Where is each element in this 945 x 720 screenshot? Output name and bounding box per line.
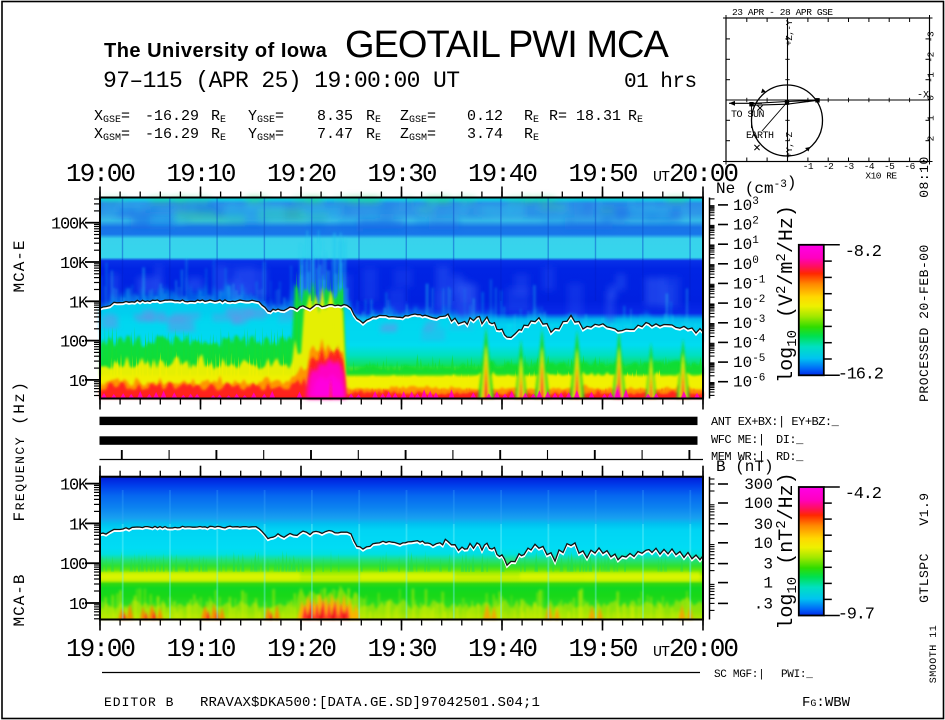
- svg-text:10: 10: [754, 535, 773, 553]
- svg-text:300: 300: [744, 476, 773, 494]
- svg-text:10: 10: [69, 596, 88, 615]
- svg-text:19:50: 19:50: [568, 634, 636, 664]
- svg-text:19:40: 19:40: [468, 159, 536, 189]
- svg-text:19:20: 19:20: [267, 159, 335, 189]
- svg-text:19:10: 19:10: [166, 159, 234, 189]
- svg-text:01 hrs: 01 hrs: [624, 71, 697, 94]
- svg-text:FREQUENCY (Hz): FREQUENCY (Hz): [11, 380, 29, 521]
- svg-text:RRAVAX$DKA500:[DATA.GE.SD]9704: RRAVAX$DKA500:[DATA.GE.SD]97042501.S04;1: [200, 695, 540, 711]
- svg-text:-6: -6: [904, 161, 915, 172]
- svg-text:ANT EX+BX:| EY+BZ:_: ANT EX+BX:| EY+BZ:_: [711, 415, 840, 429]
- svg-text:08:10: 08:10: [917, 156, 932, 198]
- svg-text:B (nT): B (nT): [716, 458, 774, 476]
- svg-text:RD:_: RD:_: [776, 450, 804, 464]
- svg-text:SMOOTH 11: SMOOTH 11: [929, 625, 940, 684]
- svg-text:-3: -3: [926, 31, 937, 42]
- svg-text:SC MGF:|: SC MGF:|: [714, 669, 764, 681]
- svg-text:20:00: 20:00: [669, 159, 737, 189]
- svg-text:+Y,-Z: +Y,-Z: [785, 131, 795, 157]
- svg-text:-1: -1: [926, 72, 937, 83]
- svg-text:1: 1: [926, 115, 937, 121]
- svg-text:0.12: 0.12: [467, 108, 503, 125]
- svg-text:20:00: 20:00: [669, 634, 737, 664]
- svg-text:7.47: 7.47: [317, 126, 353, 143]
- svg-text:WFC ME:|: WFC ME:|: [711, 433, 765, 447]
- svg-text:+Z,-Y: +Z,-Y: [785, 19, 795, 45]
- svg-text:-4: -4: [864, 161, 875, 172]
- svg-text:19:40: 19:40: [468, 634, 536, 664]
- svg-text:GEOTAIL PWI MCA: GEOTAIL PWI MCA: [345, 24, 669, 66]
- svg-text:100K: 100K: [51, 216, 89, 235]
- svg-text:MCA-B: MCA-B: [11, 573, 29, 626]
- svg-text:-X: -X: [917, 91, 929, 102]
- svg-text:PWI:_: PWI:_: [781, 669, 813, 681]
- svg-text:EDITOR B: EDITOR B: [104, 695, 174, 710]
- svg-text:19:30: 19:30: [367, 159, 435, 189]
- svg-text:-16.29: -16.29: [145, 126, 199, 143]
- svg-text:FG:WBW: FG:WBW: [802, 695, 851, 711]
- svg-text:8.35: 8.35: [317, 108, 353, 125]
- svg-text:UT: UT: [653, 169, 670, 186]
- svg-text:.3: .3: [754, 595, 773, 613]
- svg-text:1K: 1K: [69, 294, 89, 313]
- svg-text:1K: 1K: [69, 516, 89, 535]
- svg-text:ZGSM=: ZGSM=: [400, 126, 436, 144]
- svg-text:DI:_: DI:_: [776, 433, 804, 447]
- svg-text:MEM WR:|: MEM WR:|: [711, 450, 765, 464]
- svg-text:The University of Iowa: The University of Iowa: [104, 40, 328, 62]
- svg-text:GTLSPC: GTLSPC: [917, 553, 932, 603]
- svg-text:YGSE=: YGSE=: [248, 108, 284, 126]
- svg-text:MCA-E: MCA-E: [11, 239, 29, 292]
- svg-text:2: 2: [926, 135, 937, 141]
- svg-text:100: 100: [744, 495, 773, 513]
- svg-text:3.74: 3.74: [467, 126, 503, 143]
- svg-text:UT: UT: [653, 644, 670, 661]
- svg-text:10: 10: [69, 373, 88, 392]
- svg-text:19:30: 19:30: [367, 634, 435, 664]
- svg-text:10K: 10K: [60, 477, 89, 496]
- svg-text:EARTH: EARTH: [746, 131, 774, 142]
- svg-text:1: 1: [763, 575, 773, 593]
- svg-text:PROCESSED 20-FEB-00: PROCESSED 20-FEB-00: [917, 244, 932, 402]
- svg-text:30: 30: [754, 516, 773, 534]
- svg-text:V1.9: V1.9: [917, 492, 932, 525]
- svg-text:ZGSE=: ZGSE=: [400, 108, 436, 126]
- svg-text:100: 100: [60, 334, 88, 353]
- svg-text:-2: -2: [926, 51, 937, 62]
- svg-text:-5: -5: [884, 161, 895, 172]
- svg-text:3: 3: [763, 556, 773, 574]
- svg-text:-9.7: -9.7: [838, 606, 874, 625]
- svg-text:XGSM=: XGSM=: [94, 126, 130, 144]
- svg-text:-3: -3: [843, 161, 854, 172]
- svg-text:23 APR - 28 APR GSE: 23 APR - 28 APR GSE: [732, 7, 833, 18]
- svg-text:0: 0: [926, 95, 937, 101]
- svg-text:19:10: 19:10: [166, 634, 234, 664]
- svg-text:YGSM=: YGSM=: [248, 126, 284, 144]
- svg-text:X10 RE: X10 RE: [865, 171, 897, 182]
- svg-text:19:00: 19:00: [66, 634, 134, 664]
- svg-text:-4.2: -4.2: [845, 485, 881, 504]
- svg-text:log10 (V2/m2/Hz): log10 (V2/m2/Hz): [774, 205, 801, 383]
- svg-text:TO SUN: TO SUN: [731, 110, 765, 121]
- svg-text:-2: -2: [823, 161, 834, 172]
- svg-text:-16.2: -16.2: [838, 365, 883, 384]
- svg-text:19:20: 19:20: [267, 634, 335, 664]
- svg-text:97–115 (APR 25) 19:00:00 UT: 97–115 (APR 25) 19:00:00 UT: [103, 68, 459, 94]
- svg-text:R= 18.31: R= 18.31: [549, 108, 621, 125]
- svg-text:-8.2: -8.2: [845, 243, 881, 262]
- svg-text:-1: -1: [803, 161, 814, 172]
- svg-text:100: 100: [60, 556, 88, 575]
- svg-text:XGSE=: XGSE=: [94, 108, 130, 126]
- svg-text:log10 (nT2/Hz): log10 (nT2/Hz): [774, 472, 801, 629]
- svg-text:19:50: 19:50: [568, 159, 636, 189]
- svg-text:-16.29: -16.29: [145, 108, 199, 125]
- svg-text:10K: 10K: [60, 255, 89, 274]
- svg-text:19:00: 19:00: [66, 159, 134, 189]
